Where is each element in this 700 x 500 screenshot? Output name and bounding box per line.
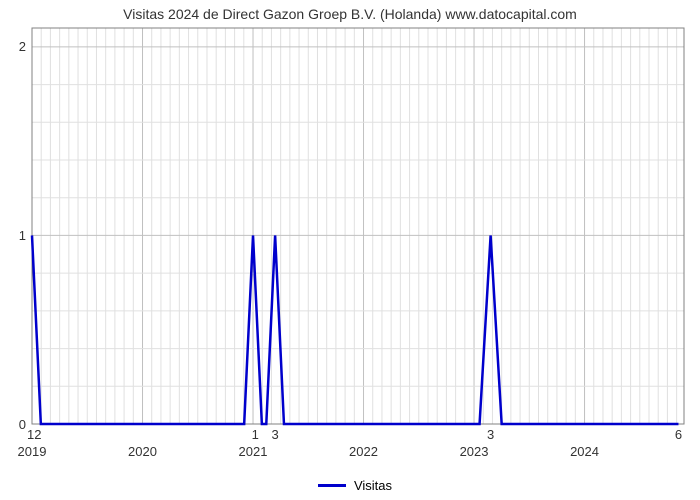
data-series-line — [32, 235, 678, 424]
data-point-label: 6 — [675, 427, 682, 442]
chart-plot — [0, 0, 700, 500]
x-tick-label: 2021 — [239, 444, 268, 459]
data-point-label: 3 — [271, 427, 278, 442]
legend: Visitas — [300, 478, 410, 493]
legend-label: Visitas — [354, 478, 392, 493]
y-tick-label: 0 — [12, 417, 26, 432]
data-point-label: 1 — [252, 427, 259, 442]
data-point-label: 12 — [27, 427, 41, 442]
data-point-label: 3 — [487, 427, 494, 442]
legend-line-swatch — [318, 484, 346, 487]
y-tick-label: 2 — [12, 39, 26, 54]
chart-container: { "chart": { "type": "line", "title": "V… — [0, 0, 700, 500]
x-tick-label: 2019 — [18, 444, 47, 459]
x-tick-label: 2024 — [570, 444, 599, 459]
x-tick-label: 2020 — [128, 444, 157, 459]
y-tick-label: 1 — [12, 228, 26, 243]
x-tick-label: 2023 — [460, 444, 489, 459]
x-tick-label: 2022 — [349, 444, 378, 459]
